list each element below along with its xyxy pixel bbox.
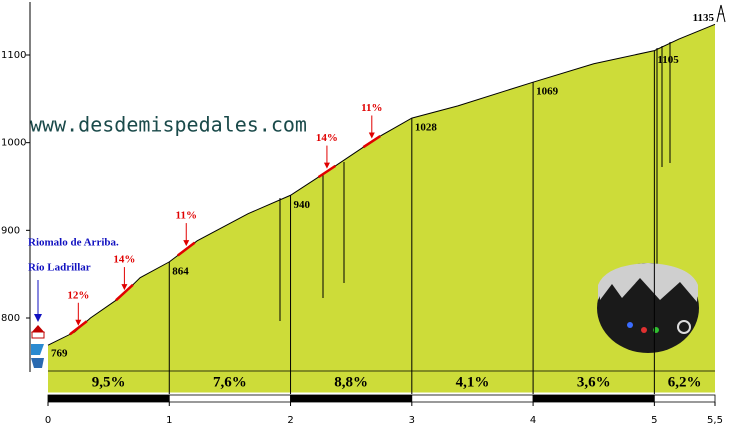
x-tick-label: 3 [409, 415, 415, 426]
steep-label: 12% [67, 289, 89, 301]
place-label: Río Ladrillar [28, 262, 91, 274]
grade-stripe [47, 394, 170, 403]
steep-label: 11% [176, 210, 197, 222]
grade-stripe [411, 394, 534, 403]
x-tick-label: 5,5 [707, 415, 723, 426]
steep-section [317, 164, 337, 179]
grade-stripe [653, 394, 716, 403]
x-tick-label: 2 [287, 415, 293, 426]
grade-label: 9,5% [92, 374, 126, 390]
grade-stripe [532, 394, 655, 403]
grade-label: 7,6% [213, 374, 247, 390]
spot-height: 1028 [415, 122, 438, 134]
y-tick-label: 1100 [1, 50, 26, 61]
place-label: Riomalo de Arriba. [28, 237, 119, 249]
grade-stripe [168, 394, 291, 403]
grade-label: 8,8% [334, 374, 368, 390]
steep-section [115, 283, 134, 302]
x-tick-label: 0 [45, 415, 51, 426]
spot-height: 1105 [657, 54, 679, 66]
y-tick-label: 1000 [1, 138, 26, 149]
grade-label: 4,1% [456, 374, 490, 390]
area-fill [48, 24, 715, 393]
y-tick-label: 900 [1, 225, 20, 236]
steep-label: 14% [316, 132, 338, 144]
x-tick-label: 5 [651, 415, 657, 426]
x-tick-label: 1 [166, 415, 172, 426]
steep-label: 14% [113, 254, 135, 266]
steep-section [177, 241, 196, 257]
spot-height: 864 [172, 265, 189, 277]
steep-arrowhead [368, 132, 375, 139]
decorations [29, 2, 726, 372]
spot-height: 1135 [693, 12, 715, 24]
tower-icon [716, 4, 726, 23]
steep-arrowhead [323, 162, 330, 169]
spot-height: 769 [51, 348, 68, 360]
y-tick-label: 800 [1, 313, 20, 324]
steep-section [69, 320, 88, 336]
x-tick-label: 4 [530, 415, 536, 426]
spot-height: 940 [294, 199, 311, 211]
steep-arrowhead [183, 240, 190, 247]
steep-arrowhead [75, 319, 82, 326]
steep-label: 11% [361, 102, 382, 114]
logo [597, 263, 699, 353]
steep-arrowhead [121, 284, 128, 291]
steep-section [362, 134, 381, 149]
place-icons [31, 280, 45, 368]
grade-label: 6,2% [668, 374, 702, 390]
spot-height: 1069 [536, 86, 559, 98]
website: www.desdemispedales.com [30, 113, 307, 137]
grade-stripe [290, 394, 413, 403]
grade-label: 3,6% [577, 374, 611, 390]
